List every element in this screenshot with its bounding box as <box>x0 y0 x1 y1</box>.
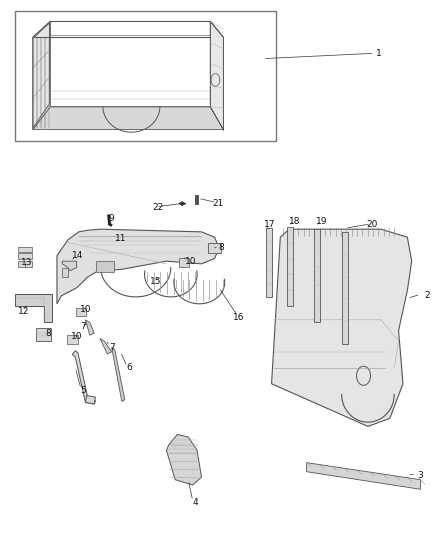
Polygon shape <box>342 232 348 344</box>
Text: 20: 20 <box>367 221 378 229</box>
Polygon shape <box>287 227 293 306</box>
Text: 4: 4 <box>192 498 198 506</box>
Text: 13: 13 <box>21 258 32 266</box>
Text: 7: 7 <box>109 343 115 352</box>
Text: 15: 15 <box>150 277 161 286</box>
Polygon shape <box>62 268 68 277</box>
Text: 10: 10 <box>185 257 196 265</box>
Text: 10: 10 <box>71 333 82 341</box>
FancyBboxPatch shape <box>15 11 276 141</box>
Polygon shape <box>195 195 198 204</box>
Text: 1: 1 <box>376 49 382 58</box>
Text: 10: 10 <box>80 305 91 313</box>
Text: 6: 6 <box>126 364 132 372</box>
Text: 8: 8 <box>218 244 224 252</box>
FancyBboxPatch shape <box>18 261 32 266</box>
Text: 11: 11 <box>115 235 126 243</box>
Polygon shape <box>96 261 114 272</box>
Polygon shape <box>85 395 95 404</box>
Polygon shape <box>166 434 201 485</box>
FancyBboxPatch shape <box>36 328 51 341</box>
Text: 7: 7 <box>80 322 86 330</box>
FancyBboxPatch shape <box>18 253 32 259</box>
Polygon shape <box>57 229 219 304</box>
Text: 12: 12 <box>18 308 30 316</box>
FancyBboxPatch shape <box>208 243 221 253</box>
Polygon shape <box>272 229 412 426</box>
FancyBboxPatch shape <box>18 247 32 252</box>
Text: 14: 14 <box>72 252 84 260</box>
Polygon shape <box>266 228 272 297</box>
Text: 5: 5 <box>80 386 86 394</box>
Polygon shape <box>33 21 50 130</box>
Text: 8: 8 <box>45 329 51 337</box>
Text: 18: 18 <box>289 217 300 225</box>
Polygon shape <box>72 351 95 404</box>
Polygon shape <box>100 338 112 354</box>
Text: 17: 17 <box>264 221 275 229</box>
Text: 2: 2 <box>424 292 430 300</box>
FancyBboxPatch shape <box>179 258 189 266</box>
Text: 9: 9 <box>109 214 115 223</box>
Polygon shape <box>15 294 52 322</box>
Text: 21: 21 <box>212 199 224 208</box>
Polygon shape <box>112 348 125 401</box>
Polygon shape <box>85 320 94 335</box>
Polygon shape <box>33 107 223 130</box>
Polygon shape <box>314 229 320 322</box>
Polygon shape <box>210 21 223 130</box>
FancyBboxPatch shape <box>67 335 78 344</box>
Text: 19: 19 <box>316 217 328 225</box>
Text: 16: 16 <box>233 313 244 321</box>
FancyBboxPatch shape <box>76 308 86 316</box>
Polygon shape <box>307 463 420 489</box>
Text: 22: 22 <box>152 204 163 212</box>
Text: 3: 3 <box>417 471 424 480</box>
Polygon shape <box>62 261 77 271</box>
